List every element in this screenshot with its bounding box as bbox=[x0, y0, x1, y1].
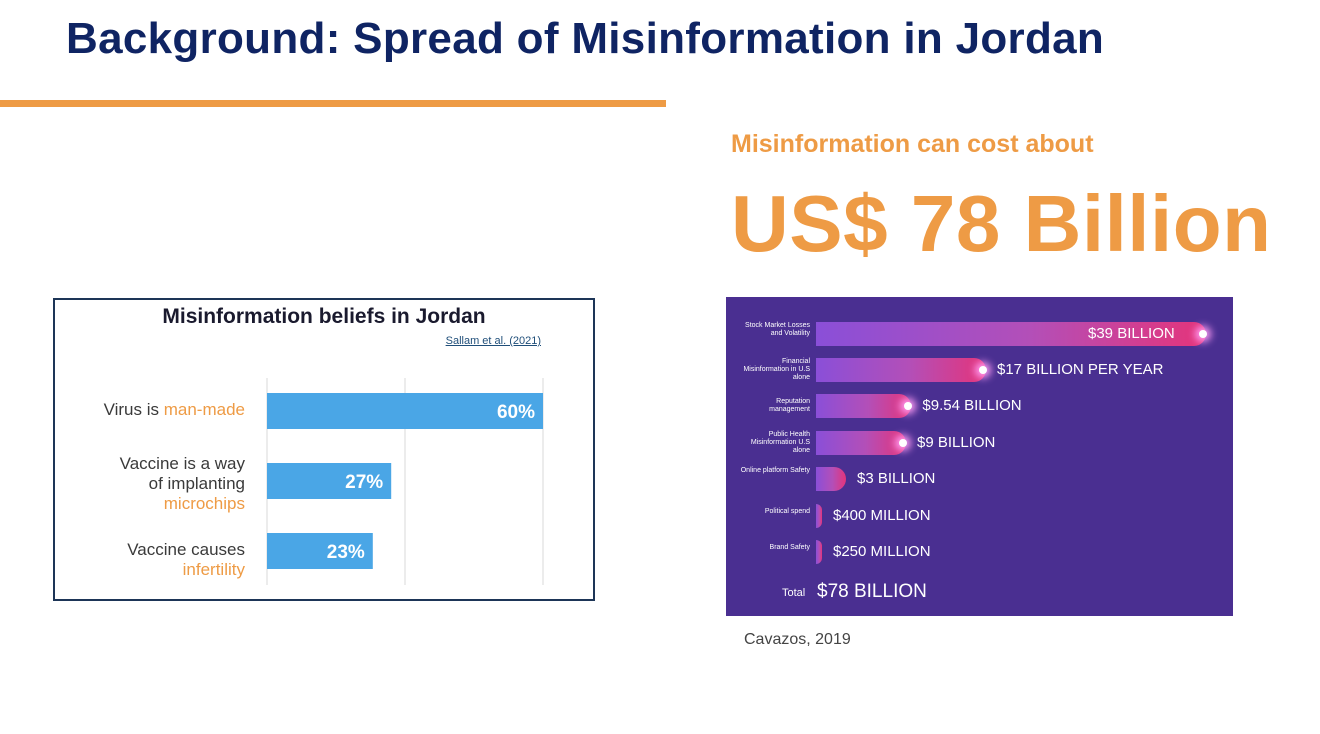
category-label-text: Vaccine causes bbox=[127, 540, 245, 559]
beliefs-chart-plot: 60% 27% 23% bbox=[266, 378, 544, 585]
infographic-category-label: Reputation management bbox=[769, 398, 810, 413]
bar-value-label: 27% bbox=[345, 472, 383, 493]
glow-icon bbox=[1199, 330, 1207, 338]
citation: Cavazos, 2019 bbox=[744, 631, 851, 648]
beliefs-chart-card: Misinformation beliefs in Jordan Sallam … bbox=[53, 298, 595, 601]
infographic-total-label: Total bbox=[782, 587, 806, 599]
infographic-bar-2 bbox=[816, 358, 986, 382]
infographic-category-label: Stock Market Losses and Volatility bbox=[745, 322, 810, 337]
bar-value-label: 23% bbox=[327, 542, 365, 563]
category-label-text: Vaccine is a way bbox=[119, 454, 245, 473]
infographic-bar-3 bbox=[816, 394, 912, 418]
infographic-category-label: Financial Misinformation in U.S alone bbox=[743, 358, 810, 381]
glow-icon bbox=[899, 439, 907, 447]
infographic-category-label: Political spend bbox=[764, 508, 810, 515]
infographic-bar-7 bbox=[816, 540, 822, 564]
infographic-value-label: $400 MILLION bbox=[833, 507, 931, 524]
infographic-category-label: Brand Safety bbox=[769, 544, 810, 551]
infographic-value-label: $250 MILLION bbox=[833, 543, 931, 560]
category-label-highlight: infertility bbox=[182, 560, 245, 579]
infographic-total-value: $78 BILLION bbox=[817, 581, 927, 602]
chart-source-link[interactable]: Sallam et al. (2021) bbox=[445, 335, 541, 347]
category-label: Vaccine is a way of implanting microchips bbox=[55, 454, 245, 514]
cost-intro-text: Misinformation can cost about bbox=[731, 130, 1094, 158]
infographic-value-label: $3 BILLION bbox=[857, 470, 936, 487]
infographic-value-label: $9 BILLION bbox=[917, 434, 996, 451]
glow-icon bbox=[979, 366, 987, 374]
infographic-bar-1 bbox=[816, 322, 1206, 346]
bar-2 bbox=[267, 463, 392, 499]
bar-1 bbox=[267, 393, 543, 429]
category-label: Vaccine causes infertility bbox=[55, 540, 245, 580]
infographic-bar-4 bbox=[816, 431, 906, 455]
cost-infographic: Stock Market Losses and Volatility $39 BI… bbox=[726, 297, 1233, 616]
glow-icon bbox=[904, 402, 913, 410]
category-label-highlight: man-made bbox=[163, 400, 245, 419]
infographic-value-label: $39 BILLION bbox=[1088, 325, 1175, 342]
infographic-bar-6 bbox=[816, 504, 822, 528]
cost-headline-value: US$ 78 Billion bbox=[731, 179, 1272, 268]
title-underline bbox=[0, 100, 666, 107]
category-label-highlight: microchips bbox=[163, 494, 245, 513]
category-label: Virus is man-made bbox=[55, 400, 245, 420]
category-label-text: of implanting bbox=[148, 474, 245, 493]
bar-value-label: 60% bbox=[497, 402, 535, 423]
infographic-value-label: $17 BILLION PER YEAR bbox=[997, 361, 1164, 378]
bar-3 bbox=[267, 533, 373, 569]
infographic-bar-5 bbox=[816, 467, 846, 491]
chart-title: Misinformation beliefs in Jordan bbox=[162, 305, 486, 328]
slide-title: Background: Spread of Misinformation in … bbox=[66, 14, 1105, 63]
infographic-category-label: Public Health Misinformation U.S alone bbox=[750, 431, 810, 454]
infographic-value-label: $9.54 BILLION bbox=[922, 397, 1022, 414]
infographic-category-label: Online platform Safety bbox=[740, 467, 810, 474]
category-label-text: Virus is bbox=[103, 400, 164, 419]
